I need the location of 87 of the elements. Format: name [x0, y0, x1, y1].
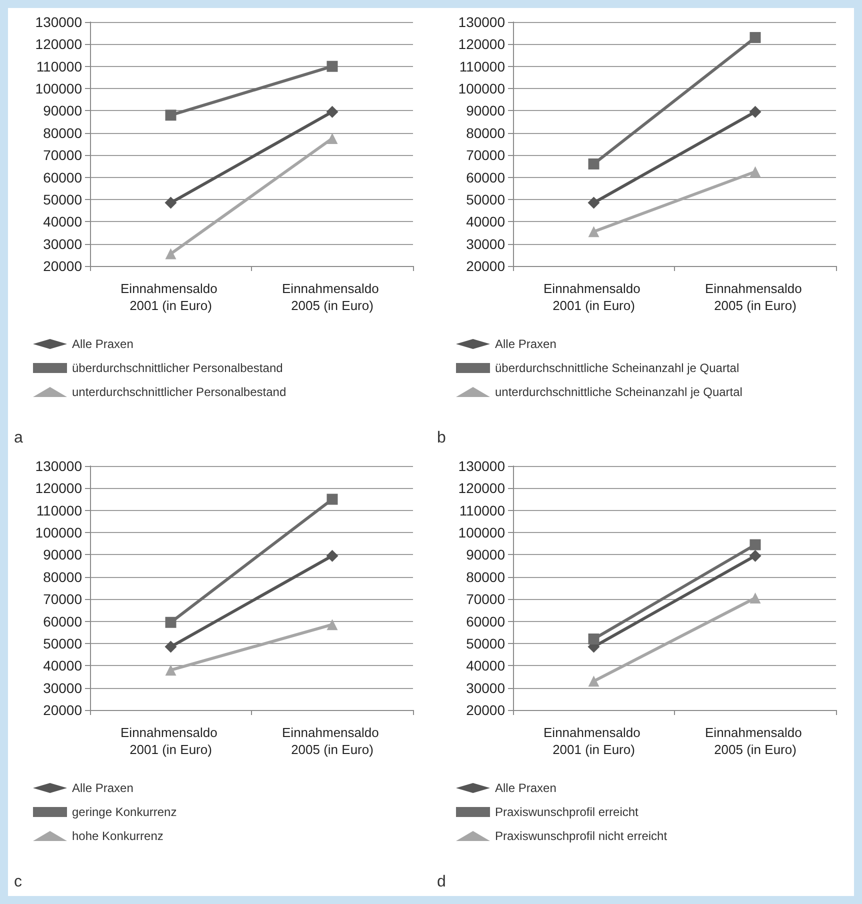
y-tick-label: 50000	[43, 191, 82, 208]
x-tick-label: Einnahmensaldo 2001 (in Euro)	[544, 725, 644, 757]
y-tick-label: 90000	[466, 102, 506, 119]
y-tick-label: 50000	[43, 635, 82, 652]
y-tick-label: 20000	[43, 702, 82, 718]
y-tick-label: 70000	[466, 591, 506, 608]
y-tick-label: 110000	[459, 58, 506, 74]
y-tick-label: 100000	[458, 80, 506, 97]
y-tick-label: 30000	[466, 680, 506, 696]
y-tick-label: 20000	[466, 258, 506, 274]
point	[165, 110, 176, 121]
legend-label: geringe Konkurrenz	[72, 805, 177, 819]
point	[164, 640, 177, 653]
y-tick-label: 100000	[35, 80, 82, 97]
y-tick-label: 70000	[43, 147, 82, 164]
y-tick-label: 130000	[35, 14, 82, 30]
x-tick-label: Einnahmensaldo 2005 (in Euro)	[705, 281, 806, 313]
y-tick-label: 30000	[43, 680, 82, 696]
y-tick-label: 130000	[458, 458, 506, 474]
y-tick-label: 20000	[466, 702, 506, 718]
legend-label: Alle Praxen	[495, 337, 556, 351]
text: a	[14, 430, 23, 446]
y-tick-label: 30000	[43, 236, 82, 252]
x-tick-label: Einnahmensaldo 2005 (in Euro)	[282, 725, 382, 757]
text: d	[437, 874, 446, 890]
text: b	[437, 430, 446, 446]
y-tick-label: 120000	[35, 480, 82, 496]
y-tick-label: 60000	[43, 169, 82, 186]
y-tick-label: 130000	[458, 14, 506, 30]
y-tick-label: 80000	[466, 568, 506, 585]
y-tick-label: 110000	[36, 58, 82, 74]
y-tick-label: 70000	[43, 591, 82, 608]
x-tick-label: Einnahmensaldo 2001 (in Euro)	[544, 281, 644, 313]
y-tick-label: 130000	[35, 458, 82, 474]
point	[750, 32, 761, 44]
y-tick-label: 100000	[458, 524, 506, 541]
point	[165, 616, 176, 628]
y-tick-label: 40000	[466, 658, 506, 674]
point	[588, 158, 600, 170]
point	[750, 539, 761, 550]
x-tick-label: Einnahmensaldo 2001 (in Euro)	[120, 281, 221, 313]
y-tick-label: 110000	[459, 502, 506, 518]
y-tick-label: 40000	[43, 658, 82, 674]
legend-label: Alle Praxen	[72, 337, 134, 351]
y-tick-label: 60000	[466, 613, 506, 630]
legend-label: Alle Praxen	[72, 781, 134, 795]
y-tick-label: 90000	[466, 546, 506, 563]
text: c	[14, 874, 22, 890]
y-tick-label: 110000	[36, 502, 82, 518]
y-tick-label: 60000	[466, 169, 506, 186]
point	[749, 106, 762, 118]
y-tick-label: 40000	[466, 214, 506, 230]
y-tick-label: 90000	[43, 546, 82, 563]
y-tick-label: 40000	[43, 214, 82, 230]
y-tick-label: 80000	[466, 124, 506, 141]
legend-label: Praxiswunschprofil nicht erreicht	[495, 829, 668, 843]
point	[749, 550, 762, 562]
point	[164, 196, 177, 209]
point	[588, 196, 600, 209]
y-tick-label: 50000	[466, 191, 506, 208]
y-tick-label: 100000	[35, 524, 82, 541]
y-tick-label: 20000	[43, 258, 82, 274]
legend-label: überdurchschnittlicher Personalbestand	[72, 361, 283, 375]
y-tick-label: 50000	[466, 635, 506, 652]
y-tick-label: 90000	[43, 102, 82, 119]
point	[326, 60, 338, 72]
y-tick-label: 80000	[43, 124, 82, 141]
legend-label: hohe Konkurrenz	[72, 829, 164, 843]
y-tick-label: 120000	[458, 480, 506, 496]
point	[326, 494, 338, 505]
legend-label: unterdurchschnittlicher Personalbestand	[72, 385, 286, 399]
y-tick-label: 30000	[466, 236, 506, 252]
point	[326, 106, 338, 118]
point	[326, 550, 338, 562]
y-tick-label: 80000	[43, 568, 82, 585]
y-tick-label: 70000	[466, 147, 506, 164]
y-tick-label: 120000	[35, 36, 82, 52]
x-tick-label: Einnahmensaldo 2001 (in Euro)	[120, 725, 221, 757]
y-tick-label: 60000	[43, 613, 82, 630]
point	[588, 634, 600, 645]
legend-label: überdurchschnittliche Scheinanzahl je Quartal	[495, 361, 740, 375]
x-tick-label: Einnahmensaldo 2005 (in Euro)	[282, 281, 382, 313]
x-tick-label: Einnahmensaldo 2005 (in Euro)	[705, 725, 806, 757]
y-tick-label: 120000	[458, 36, 506, 52]
legend-label: unterdurchschnittliche Scheinanzahl je Quartal	[495, 385, 742, 399]
legend-label: Praxiswunschprofil erreicht	[495, 805, 640, 819]
legend-label: Alle Praxen	[495, 781, 556, 795]
